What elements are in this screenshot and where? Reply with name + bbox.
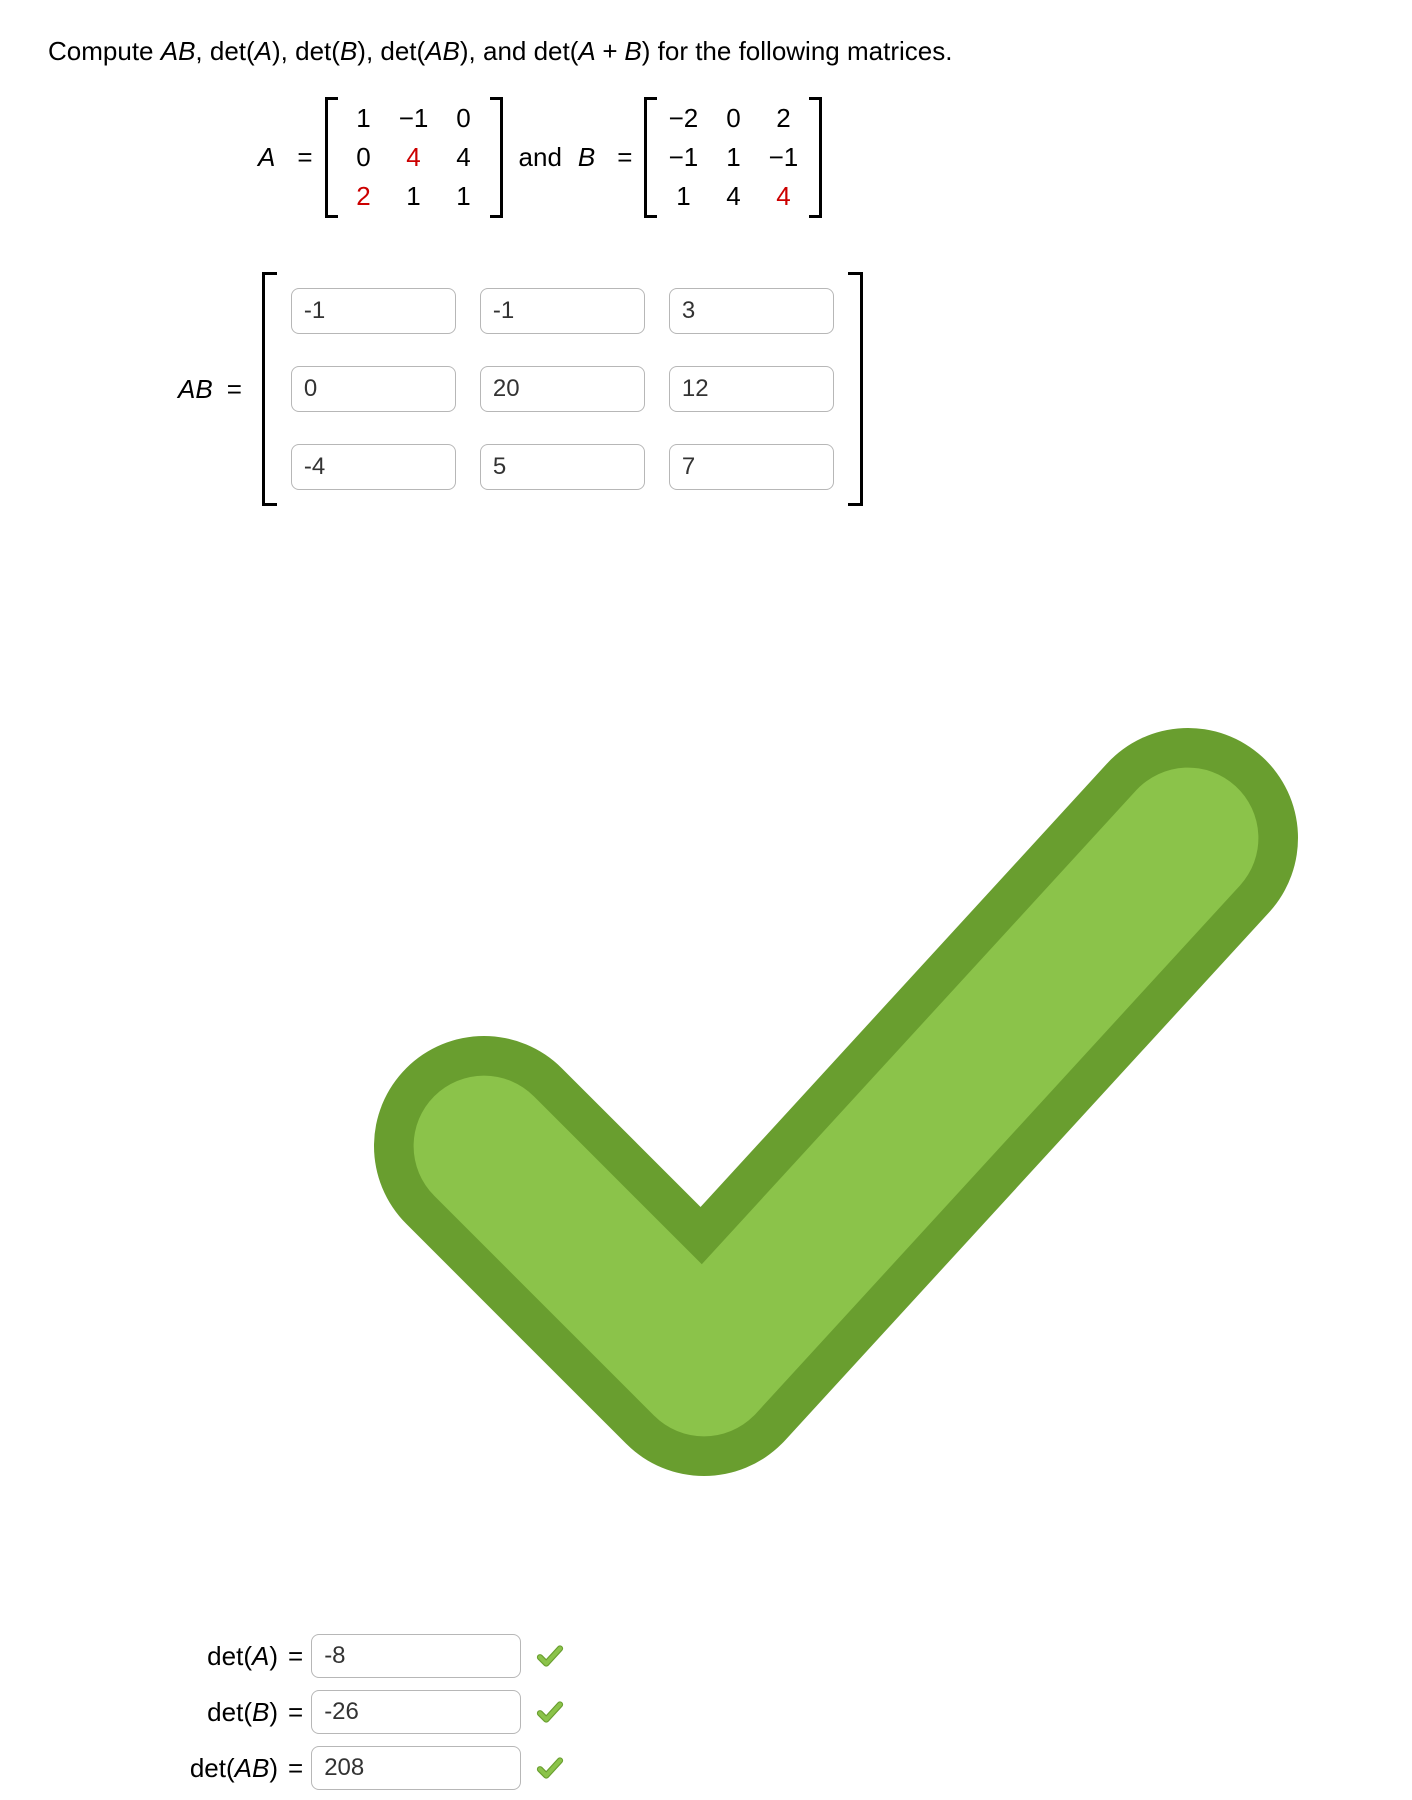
matrix-A-label: A [258,142,275,173]
det-input-1[interactable] [311,1690,521,1734]
det-input-2[interactable] [311,1746,521,1790]
answer-AB-input-2-2[interactable] [669,444,834,490]
answer-AB-status [308,556,1364,1630]
det-row-2: det(AB)= [48,1746,1364,1790]
det-input-0[interactable] [311,1634,521,1678]
det-row-1: det(B)= [48,1690,1364,1734]
prompt-text-1: Compute [48,36,161,66]
answer-AB-input-2-0[interactable] [291,444,456,490]
matrix-B-cell-0-1: 0 [715,103,751,134]
term-AB: AB [161,36,196,66]
det-eq-2: = [288,1753,303,1784]
answer-AB-input-0-0[interactable] [291,288,456,334]
eq-sign-A: = [297,142,312,173]
eq-sign-B: = [617,142,632,173]
answer-AB-input-1-2[interactable] [669,366,834,412]
matrix-A-cell-2-2: 1 [446,181,482,212]
matrix-B-cell-0-0: −2 [665,103,701,134]
det-label-1: det(B) [48,1697,288,1728]
answer-AB-label: AB [178,374,213,405]
answer-AB-input-0-1[interactable] [480,288,645,334]
matrix-A-cell-2-1: 1 [396,181,432,212]
answer-AB-input-1-0[interactable] [291,366,456,412]
matrix-B-cell-2-2: 4 [765,181,801,212]
matrix-B-cell-1-0: −1 [665,142,701,173]
det-eq-0: = [288,1641,303,1672]
det-label-2: det(AB) [48,1753,288,1784]
term-AB2: AB [425,36,460,66]
term-A: A [255,36,272,66]
matrix-A-cell-1-0: 0 [346,142,382,173]
matrix-A-cell-0-0: 1 [346,103,382,134]
term-ApB: A + B [578,36,641,66]
prompt-text-5: ), and det( [460,36,579,66]
answer-AB-matrix [262,272,863,506]
prompt-text-3: ), det( [272,36,340,66]
answer-AB-input-2-1[interactable] [480,444,645,490]
matrix-A-cell-1-1: 4 [396,142,432,173]
matrix-A-cell-2-0: 2 [346,181,382,212]
matrix-A-cell-1-2: 4 [446,142,482,173]
given-matrices-row: A = 1−10044211 and B = −202−11−1144 [258,97,1364,218]
term-B: B [340,36,357,66]
matrix-B-cell-1-1: 1 [715,142,751,173]
check-icon [308,574,1364,1630]
matrix-A-cell-0-2: 0 [446,103,482,134]
det-eq-1: = [288,1697,303,1728]
matrix-B-label: B [578,142,595,173]
prompt-text-4: ), det( [357,36,425,66]
matrix-B-cell-1-2: −1 [765,142,801,173]
check-icon [535,1753,565,1783]
det-answers-block: det(A)=det(B)=det(AB)=det(A + B)= [48,1634,1364,1800]
check-icon [535,1641,565,1671]
prompt-text-2: , det( [195,36,254,66]
matrix-A-cell-0-1: −1 [396,103,432,134]
check-icon [535,1697,565,1727]
answer-AB-input-0-2[interactable] [669,288,834,334]
matrix-B: −202−11−1144 [644,97,822,218]
matrix-B-cell-2-0: 1 [665,181,701,212]
problem-prompt: Compute AB, det(A), det(B), det(AB), and… [48,34,1364,69]
and-text: and [519,142,562,173]
matrix-B-cell-0-2: 2 [765,103,801,134]
det-label-0: det(A) [48,1641,288,1672]
answer-AB-input-1-1[interactable] [480,366,645,412]
matrix-B-cell-2-1: 4 [715,181,751,212]
det-row-0: det(A)= [48,1634,1364,1678]
eq-sign-AB: = [227,374,242,405]
matrix-A: 1−10044211 [325,97,503,218]
answer-AB-row: AB = [178,272,1364,506]
prompt-text-6: ) for the following matrices. [642,36,953,66]
